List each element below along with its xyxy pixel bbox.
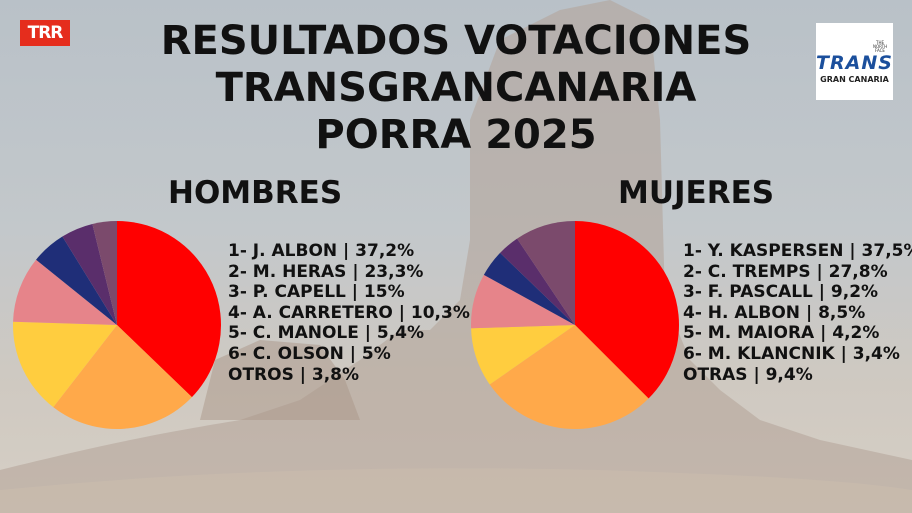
legend-entry-2: 2- M. HERAS | 23,3% bbox=[228, 261, 424, 282]
legend-entry-6: 6- C. OLSON | 5% bbox=[228, 343, 391, 364]
legend-entry-4: 4- A. CARRETERO | 10,3% bbox=[228, 302, 470, 323]
logo-gran-canaria-text: GRAN CANARIA bbox=[820, 74, 889, 84]
pie-slice-7 bbox=[517, 221, 575, 325]
pie-slice-6 bbox=[62, 223, 117, 325]
pie-slice-7 bbox=[92, 221, 117, 325]
pie-slice-4 bbox=[13, 259, 118, 325]
legend-entry-2: 2- C. TREMPS | 27,8% bbox=[683, 261, 888, 282]
legend-entry-4: 4- H. ALBON | 8,5% bbox=[683, 302, 866, 323]
legend-entry-7: OTROS | 3,8% bbox=[228, 364, 360, 385]
the-north-face-badge: THE NORTH FACE bbox=[873, 40, 888, 53]
title-line-3: PORRA 2025 bbox=[315, 112, 597, 158]
pie-slice-1 bbox=[117, 221, 221, 398]
legend-entry-3: 3- P. CAPELL | 15% bbox=[228, 282, 405, 303]
legend-entry-7: OTRAS | 9,4% bbox=[683, 364, 813, 385]
pie-slice-5 bbox=[36, 236, 118, 325]
pie-slice-1 bbox=[575, 221, 679, 399]
pie-slice-2 bbox=[489, 325, 649, 430]
pie-slice-5 bbox=[483, 252, 575, 325]
pie-slice-6 bbox=[500, 238, 575, 325]
pie-slice-3 bbox=[13, 321, 117, 408]
trr-logo: TRR bbox=[20, 20, 70, 46]
title-line-2: TRANSGRANCANARIA bbox=[215, 65, 697, 111]
men-chart-title: HOMBRES bbox=[168, 175, 343, 211]
legend-entry-1: 1- Y. KASPERSEN | 37,5% bbox=[683, 241, 912, 261]
title-line-1: RESULTADOS VOTACIONES bbox=[160, 18, 752, 64]
pie-slice-4 bbox=[471, 274, 575, 329]
legend-entry-6: 6- M. KLANCNIK | 3,4% bbox=[683, 343, 900, 364]
transgrancanaria-logo: THE NORTH FACE TRANS GRAN CANARIA bbox=[816, 23, 893, 100]
women-pie-chart bbox=[471, 221, 679, 430]
legend-entry-5: 5- M. MAIORA | 4,2% bbox=[683, 323, 880, 344]
women-legend: 1- Y. KASPERSEN | 37,5% 2- C. TREMPS | 27… bbox=[683, 241, 912, 385]
women-chart-title: MUJERES bbox=[618, 175, 775, 211]
page-title: RESULTADOS VOTACIONES TRANSGRANCANARIA P… bbox=[0, 18, 912, 159]
pie-slice-2 bbox=[53, 325, 192, 429]
logo-trans-text: TRANS bbox=[816, 51, 893, 74]
legend-entry-1: 1- J. ALBON | 37,2% bbox=[228, 241, 415, 261]
legend-entry-3: 3- F. PASCALL | 9,2% bbox=[683, 282, 879, 303]
legend-entry-5: 5- C. MANOLE | 5,4% bbox=[228, 323, 425, 344]
men-pie-chart bbox=[13, 221, 221, 429]
pie-slice-3 bbox=[471, 325, 575, 385]
men-legend: 1- J. ALBON | 37,2% 2- M. HERAS | 23,3% 3-… bbox=[228, 241, 470, 385]
